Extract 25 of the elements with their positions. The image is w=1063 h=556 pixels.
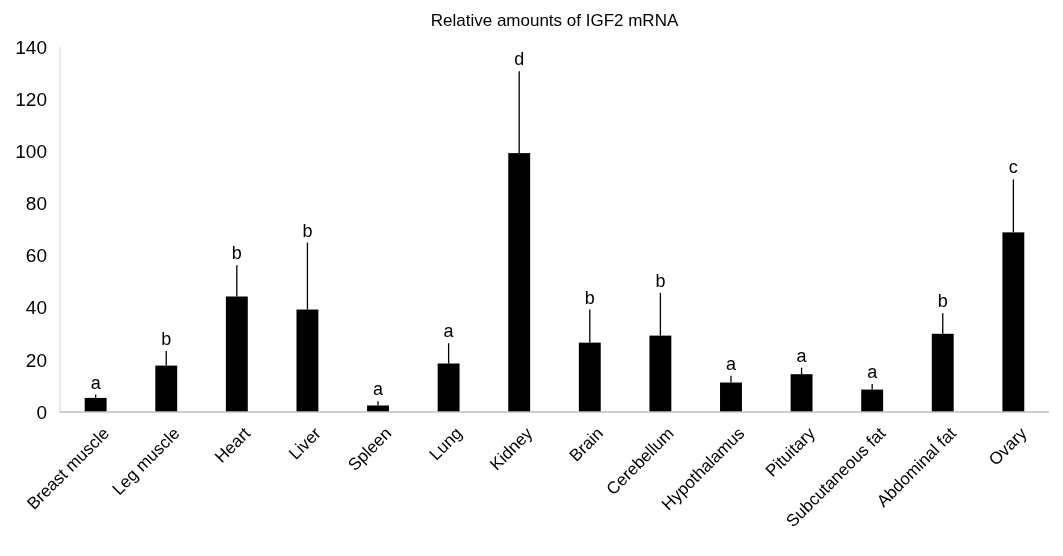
annotation: c [1008, 157, 1018, 178]
y-tick-label: 100 [15, 140, 47, 162]
annotation: a [796, 345, 808, 366]
y-tick-label: 20 [25, 349, 47, 371]
annotation: b [302, 220, 313, 241]
annotation: d [514, 49, 525, 70]
chart-title: Relative amounts of IGF2 mRNA [430, 11, 679, 30]
y-tick-label: 40 [25, 297, 47, 319]
y-tick-label: 120 [15, 88, 47, 110]
annotation: a [725, 353, 737, 374]
bar [84, 397, 107, 412]
annotation: b [937, 291, 948, 312]
annotation: a [443, 321, 455, 342]
annotation: b [584, 287, 595, 308]
annotation: a [373, 379, 385, 400]
annotation: a [867, 362, 879, 383]
annotation: b [161, 328, 172, 349]
y-tick-label: 0 [36, 401, 47, 423]
annotation: a [90, 372, 102, 393]
y-tick-label: 140 [15, 36, 47, 58]
y-tick-label: 60 [25, 245, 47, 267]
bar [367, 405, 389, 412]
annotation: b [231, 243, 242, 264]
annotation: b [655, 270, 666, 291]
y-tick-label: 80 [25, 193, 47, 215]
